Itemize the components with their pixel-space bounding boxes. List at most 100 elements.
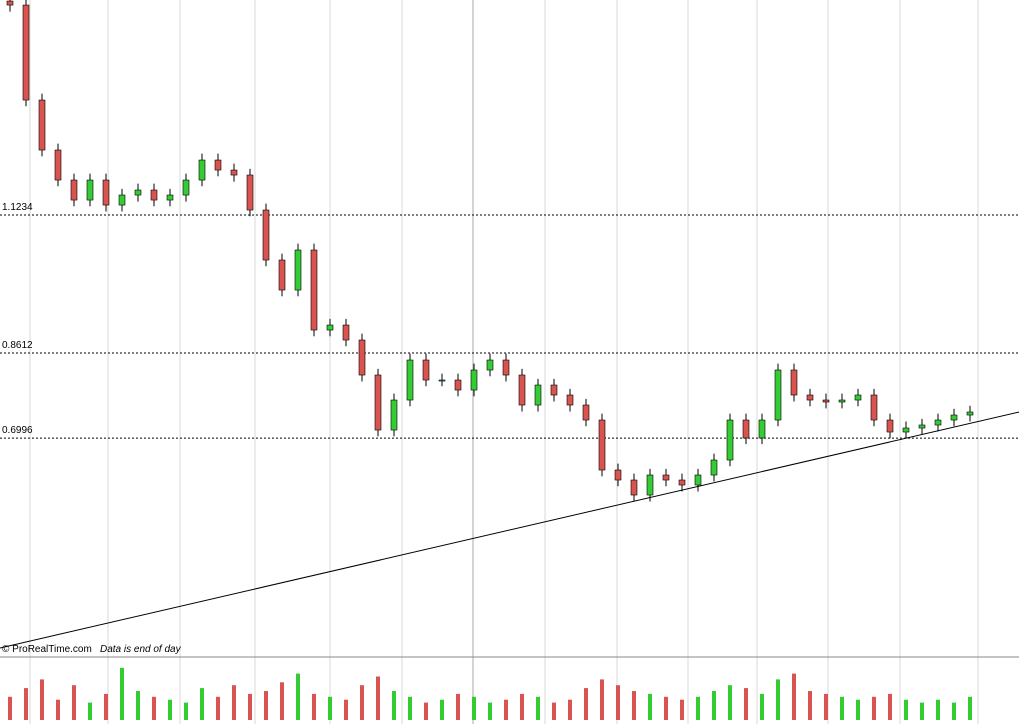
- volume-bar: [152, 696, 156, 720]
- candle-body: [198, 159, 206, 181]
- candle-body: [502, 359, 510, 376]
- candle-body: [630, 479, 638, 496]
- candle-body: [902, 427, 910, 433]
- volume-bar: [296, 673, 300, 720]
- trendline: [0, 411, 1019, 649]
- candle-body: [134, 189, 142, 196]
- volume-bar: [552, 702, 556, 720]
- candle-body: [518, 374, 526, 406]
- candle-body: [934, 419, 942, 426]
- candle-body: [854, 394, 862, 401]
- volume-bar: [936, 699, 940, 720]
- volume-bar: [840, 696, 844, 720]
- candle-body: [358, 339, 366, 376]
- volume-bar: [88, 702, 92, 720]
- candle-body: [918, 424, 926, 429]
- volume-bar: [232, 685, 236, 720]
- candle-body: [726, 419, 734, 461]
- candle-body: [550, 384, 558, 396]
- candle-body: [822, 399, 830, 403]
- y-tick-label: 0.8612: [2, 340, 33, 351]
- date-grid: [29, 0, 979, 724]
- volume-bar: [824, 693, 828, 720]
- volume-bar: [408, 696, 412, 720]
- volume-bar: [200, 688, 204, 720]
- candle-body: [646, 474, 654, 496]
- volume-bar: [792, 673, 796, 720]
- candle-body: [422, 359, 430, 381]
- volume-bar: [440, 699, 444, 720]
- volume-bar: [952, 702, 956, 720]
- candle-body: [278, 259, 286, 291]
- volume-bar: [472, 696, 476, 720]
- volume-bar: [280, 682, 284, 720]
- candle-body: [246, 174, 254, 211]
- candle-body: [662, 474, 670, 481]
- volume-bar: [568, 699, 572, 720]
- volume-bar: [56, 699, 60, 720]
- candle-body: [6, 0, 14, 6]
- volume-bar: [40, 679, 44, 720]
- volume-bar: [664, 696, 668, 720]
- candle-body: [22, 4, 30, 101]
- candle-body: [710, 459, 718, 476]
- candle-body: [374, 374, 382, 431]
- candle-body: [534, 384, 542, 406]
- volume-bar: [136, 691, 140, 720]
- volume-bar: [536, 696, 540, 720]
- candle-body: [870, 394, 878, 421]
- candle-body: [470, 369, 478, 391]
- candle-body: [182, 179, 190, 196]
- volume-bar: [312, 693, 316, 720]
- volume-bar: [584, 688, 588, 720]
- volume-bar: [808, 691, 812, 720]
- candle-body: [310, 249, 318, 331]
- volume-bar: [456, 693, 460, 720]
- volume-bar: [856, 699, 860, 720]
- volume-bar: [488, 702, 492, 720]
- candle-body: [342, 324, 350, 341]
- volume-bar: [8, 696, 12, 720]
- candle-body: [742, 419, 750, 439]
- candle-body: [150, 189, 158, 201]
- volume-bar: [760, 693, 764, 720]
- volume-bar: [392, 691, 396, 720]
- candle-body: [262, 209, 270, 261]
- volume-bar: [168, 699, 172, 720]
- volume-bar: [888, 693, 892, 720]
- candle-body: [166, 194, 174, 201]
- volume-bar: [904, 699, 908, 720]
- candle-body: [326, 324, 334, 331]
- volume-bar: [520, 693, 524, 720]
- candle-body: [454, 379, 462, 391]
- candle-body: [694, 474, 702, 486]
- volume-bar: [968, 696, 972, 720]
- candle-body: [566, 394, 574, 406]
- volume-bar: [248, 693, 252, 720]
- volume-bar: [872, 696, 876, 720]
- candle-body: [214, 159, 222, 171]
- y-tick-label: 1.1234: [2, 202, 33, 213]
- volume-bar: [424, 702, 428, 720]
- volume-bar: [920, 702, 924, 720]
- volume-bar: [72, 685, 76, 720]
- volume-bar: [712, 691, 716, 720]
- candle-body: [54, 149, 62, 181]
- candle-body: [486, 359, 494, 371]
- volume-bar: [648, 693, 652, 720]
- volume-bar: [728, 685, 732, 720]
- candle-body: [390, 399, 398, 431]
- volume-bar: [632, 691, 636, 720]
- volume-bar: [680, 699, 684, 720]
- candle-body: [598, 419, 606, 471]
- candle-body: [118, 194, 126, 206]
- candle-body: [438, 379, 446, 382]
- candle-body: [230, 169, 238, 176]
- volume-bar: [328, 696, 332, 720]
- candle-body: [806, 394, 814, 401]
- candle-body: [838, 399, 846, 403]
- candle-body: [678, 479, 686, 486]
- volume-bar: [600, 679, 604, 720]
- candle-body: [966, 411, 974, 416]
- volume-bar: [696, 696, 700, 720]
